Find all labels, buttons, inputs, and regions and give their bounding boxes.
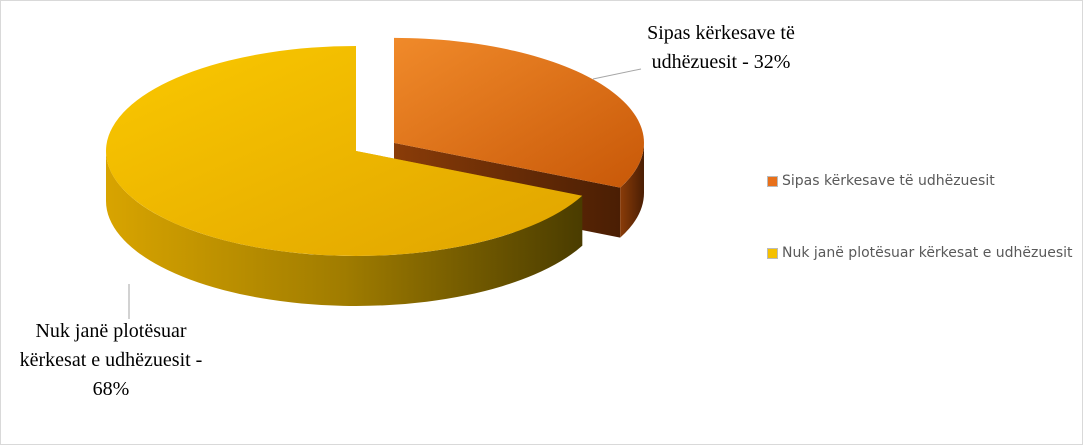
data-label: Nuk janë plotësuar kërkesat e udhëzuesit… (19, 320, 203, 400)
slice-side (106, 151, 583, 306)
legend-label: Nuk janë plotësuar kërkesat e udhëzuesit (782, 245, 1073, 261)
slice-side (620, 142, 644, 238)
data-label: Sipas kërkesave të udhëzuesit - 32% (647, 22, 795, 73)
legend-swatch (767, 176, 778, 187)
legend-swatch (767, 248, 778, 259)
legend-label: Sipas kërkesave të udhëzuesit (782, 173, 995, 189)
leader-line (592, 68, 642, 80)
slice (393, 37, 644, 188)
slice (106, 46, 583, 256)
